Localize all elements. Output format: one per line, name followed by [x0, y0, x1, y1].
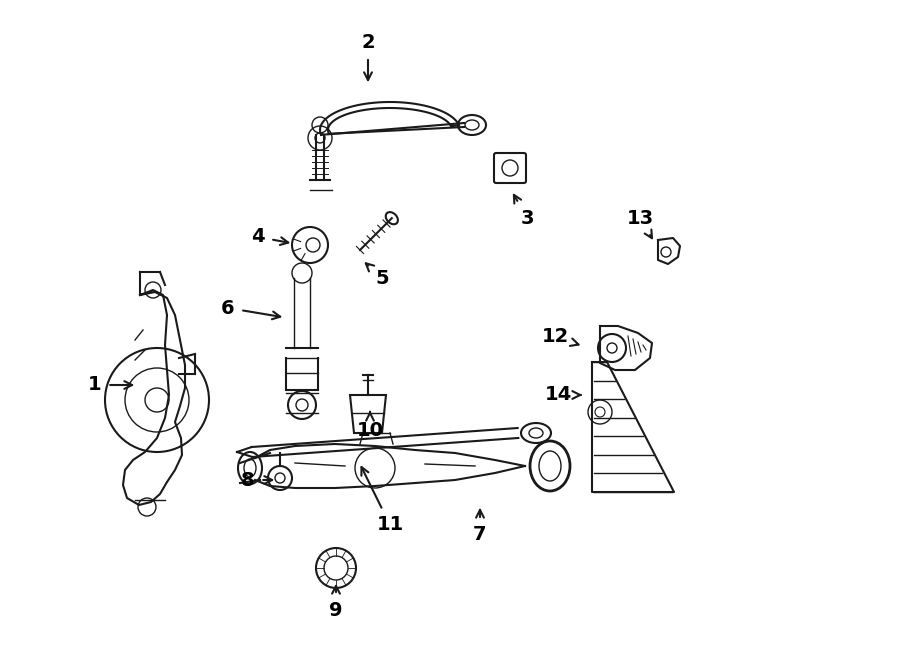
Text: 4: 4 — [251, 227, 288, 247]
Text: 9: 9 — [329, 586, 343, 619]
Text: 10: 10 — [356, 412, 383, 440]
Text: 11: 11 — [362, 467, 403, 535]
Text: 5: 5 — [365, 263, 389, 288]
Text: 3: 3 — [514, 195, 534, 227]
Text: 13: 13 — [626, 208, 653, 238]
Text: 2: 2 — [361, 32, 374, 80]
Text: 6: 6 — [221, 299, 280, 319]
Text: 1: 1 — [88, 375, 132, 395]
Text: 12: 12 — [542, 327, 579, 346]
Text: 14: 14 — [544, 385, 580, 405]
Text: 8: 8 — [241, 471, 272, 490]
Text: 7: 7 — [473, 510, 487, 545]
